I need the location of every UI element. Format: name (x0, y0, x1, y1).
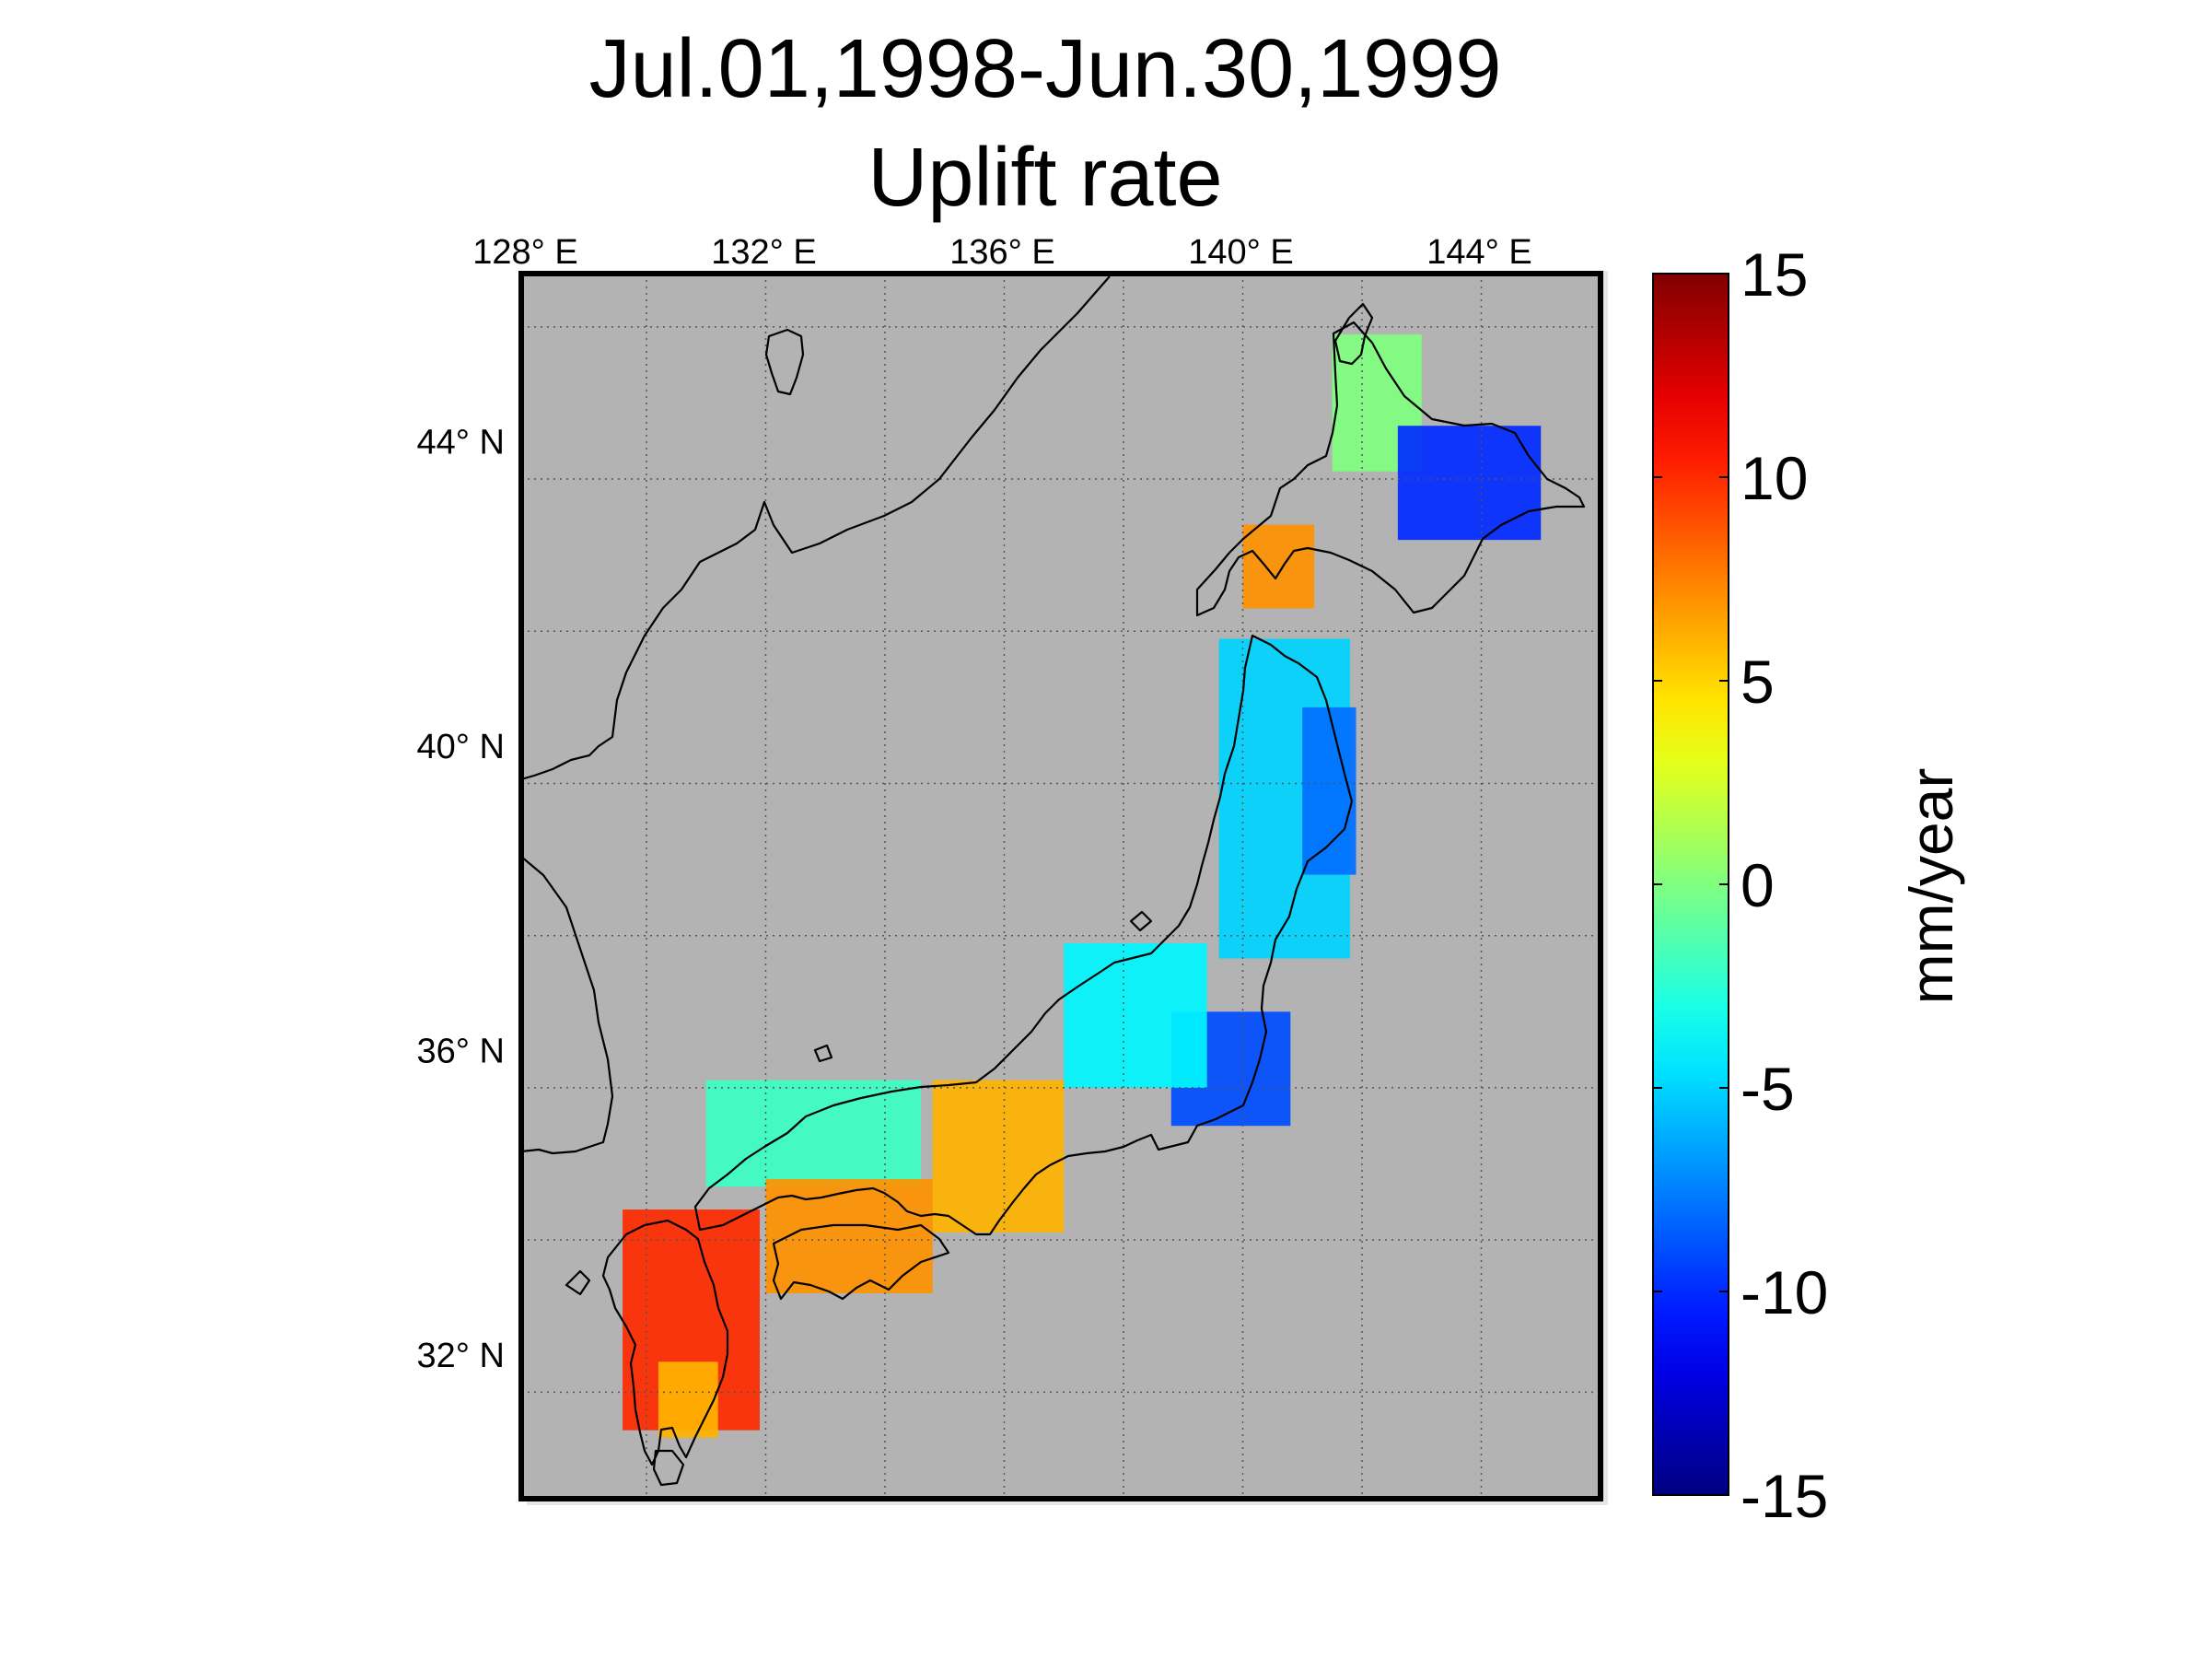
colorbar-tick-label-2: 5 (1740, 648, 1775, 716)
lon-tick-label-3: 140° E (1188, 233, 1294, 272)
lat-tick-label-2: 36° N (417, 1033, 505, 1071)
uplift-cell-1 (1397, 426, 1542, 541)
uplift-cells (623, 334, 1542, 1438)
korea-coast (521, 856, 614, 1155)
lat-tick-label-3: 32° N (417, 1337, 505, 1375)
kyushu-coast (601, 1219, 729, 1466)
colorbar-label: mm/year (1897, 768, 1965, 1005)
lon-tick-label-4: 144° E (1426, 233, 1532, 272)
map-title-line-1: Jul.01,1998-Jun.30,1999 (588, 23, 1502, 115)
colorbar-tick-label-3: 0 (1740, 851, 1775, 919)
map-frame (518, 271, 1603, 1501)
colorbar-tick-label-4: -5 (1740, 1055, 1795, 1123)
latitude-ticks: 44° N 40° N 36° N 32° N (417, 424, 505, 1375)
colorbar-tick-label-6: -15 (1740, 1462, 1828, 1530)
shikoku-coast (772, 1223, 950, 1301)
honshu-coast (693, 634, 1354, 1236)
map-grid (521, 274, 1601, 1499)
tanegashima-coast (652, 1449, 685, 1487)
lat-tick-label-0: 44° N (417, 424, 505, 462)
colorbar-tick-label-5: -10 (1740, 1258, 1828, 1326)
lon-tick-label-1: 132° E (711, 233, 817, 272)
uplift-cell-11 (658, 1361, 718, 1438)
uplift-cell-2 (1242, 524, 1315, 609)
colorbar-ticks: 15 10 5 0 -5 -10 -15 (1653, 240, 1828, 1530)
hokkaido-coast (1195, 321, 1586, 617)
lon-tick-label-2: 136° E (949, 233, 1055, 272)
colorbar-tick-label-1: 10 (1740, 444, 1808, 512)
island-coast (764, 328, 805, 396)
longitude-ticks: 128° E 132° E 136° E 140° E 144° E (472, 233, 1532, 272)
lon-tick-label-0: 128° E (472, 233, 578, 272)
uplift-cell-8 (705, 1080, 921, 1187)
map-title-line-2: Uplift rate (867, 132, 1223, 224)
sado-coast (1129, 910, 1153, 932)
uplift-cell-7 (932, 1080, 1065, 1233)
mainland-coast (521, 275, 1111, 781)
uplift-cell-4 (1302, 707, 1356, 875)
oki-coast (813, 1044, 833, 1063)
uplift-cell-6 (1064, 942, 1207, 1088)
goto-coast (565, 1269, 591, 1296)
sakhalin-coast (1333, 302, 1374, 366)
colorbar-tick-label-0: 15 (1740, 240, 1808, 309)
colorbar (1652, 273, 1729, 1496)
coastline (521, 275, 1586, 1487)
lat-tick-label-1: 40° N (417, 728, 505, 766)
